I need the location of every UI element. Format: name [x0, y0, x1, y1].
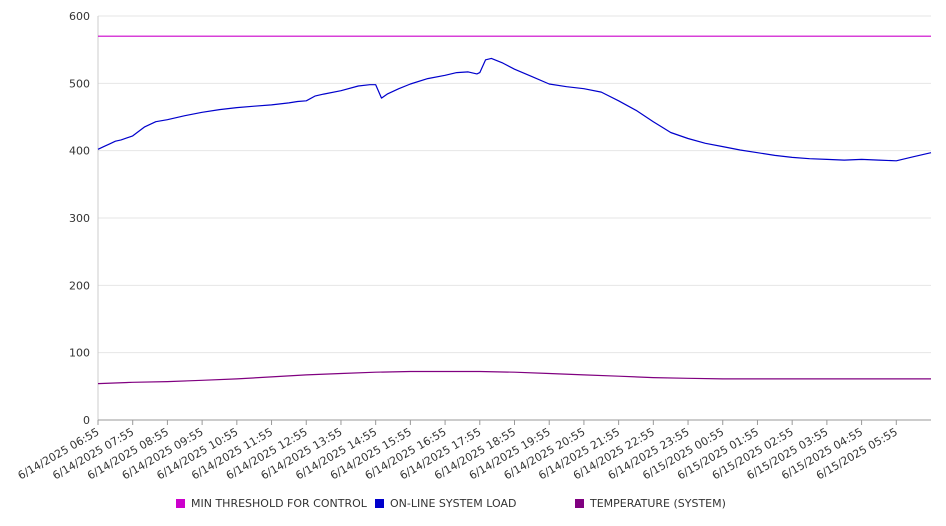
legend: MIN THRESHOLD FOR CONTROL ON-LINE SYSTEM… [0, 497, 946, 515]
gridlines [98, 15, 931, 354]
y-tick-label: 500 [69, 77, 90, 90]
legend-item-min-threshold[interactable]: MIN THRESHOLD FOR CONTROL [176, 497, 367, 510]
legend-label-system-load: ON-LINE SYSTEM LOAD [390, 497, 517, 510]
y-tick-label: 300 [69, 212, 90, 225]
legend-label-min-threshold: MIN THRESHOLD FOR CONTROL [191, 497, 367, 510]
series-lines [97, 35, 932, 385]
legend-swatch-min-threshold [176, 499, 185, 508]
legend-item-temperature[interactable]: TEMPERATURE (SYSTEM) [575, 497, 726, 510]
y-tick-label: 0 [83, 414, 90, 427]
legend-item-system-load[interactable]: ON-LINE SYSTEM LOAD [375, 497, 516, 510]
series-line-system-load[interactable] [97, 57, 932, 162]
y-axis: 0 100 200 300 400 500 600 [69, 10, 99, 427]
y-tick-label: 100 [69, 347, 90, 360]
y-tick-label: 400 [69, 145, 90, 158]
y-tick-label: 200 [69, 279, 90, 292]
series-line-temperature[interactable] [97, 370, 931, 385]
legend-label-temperature: TEMPERATURE (SYSTEM) [590, 497, 726, 510]
x-axis: 6/14/2025 06:556/14/2025 07:556/14/2025 … [16, 419, 931, 482]
legend-swatch-system-load [375, 499, 384, 508]
legend-swatch-temperature [575, 499, 584, 508]
y-tick-label: 600 [69, 10, 90, 23]
